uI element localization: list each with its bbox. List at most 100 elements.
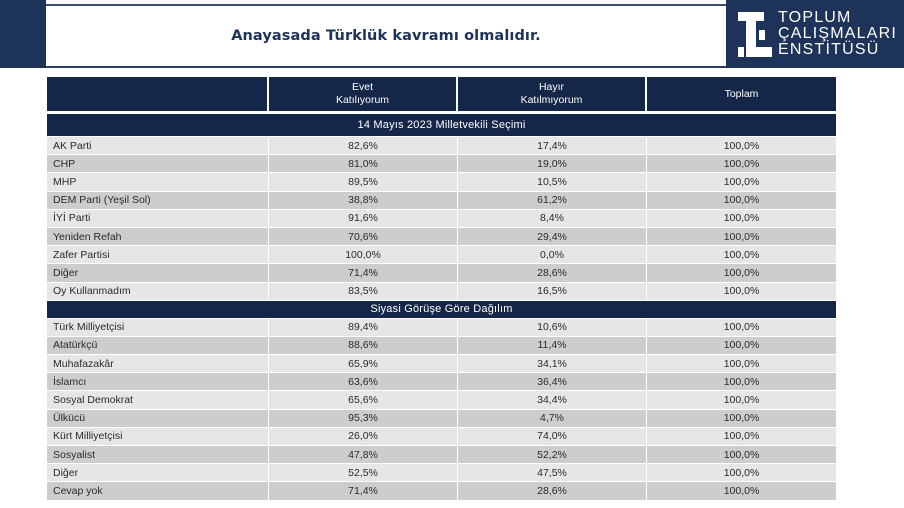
section-title: Siyasi Görüşe Göre Dağılım [47,299,836,318]
toplam-value: 100,0% [647,445,836,464]
title-banner: Anayasada Türklük kavramı olmalıdır. [46,4,726,68]
evet-value: 88,6% [269,335,458,355]
column-header-evet-line2: Katılıyorum [335,94,390,106]
hayir-value: 8,4% [458,208,647,227]
logo-line-2: ÇALIŞMALARI [778,25,898,42]
evet-value: 63,6% [269,372,458,391]
row-label: Muhafazakâr [47,354,269,373]
evet-value: 91,6% [269,208,458,227]
table-row: DEM Parti (Yeşil Sol) 38,8% 61,2% 100,0% [47,190,836,209]
table-row: Yeniden Refah 70,6% 29,4% 100,0% [47,226,836,246]
row-label: AK Parti [47,136,269,155]
toplam-value: 100,0% [647,172,836,191]
toplam-value: 100,0% [647,354,836,373]
column-header-toplam-line1: Toplam [724,87,759,100]
column-header-evet-line1: Evet [351,81,373,93]
logo-line-1: TOPLUM [778,9,852,26]
hayir-value: 34,4% [458,390,647,409]
hayir-value: 36,4% [458,372,647,391]
table-row: Muhafazakâr 65,9% 34,1% 100,0% [47,354,836,373]
hayir-value: 17,4% [458,136,647,155]
toplam-value: 100,0% [647,190,836,209]
hayir-value: 0,0% [458,245,647,264]
toplam-value: 100,0% [647,335,836,355]
row-label: CHP [47,154,269,173]
hayir-value: 47,5% [458,463,647,482]
section-title: 14 Mayıs 2023 Milletvekili Seçimi [47,111,836,136]
toplam-value: 100,0% [647,245,836,264]
toplam-value: 100,0% [647,154,836,173]
table-row: İYİ Parti 91,6% 8,4% 100,0% [47,208,836,227]
row-label: Oy Kullanmadım [47,281,269,300]
evet-value: 83,5% [269,281,458,300]
row-label: Ülkücü [47,408,269,427]
toplam-value: 100,0% [647,481,836,500]
evet-value: 71,4% [269,263,458,282]
evet-value: 70,6% [269,226,458,246]
table-row: Zafer Partisi 100,0% 0,0% 100,0% [47,245,836,264]
toplam-value: 100,0% [647,226,836,246]
row-label: Diğer [47,263,269,282]
section-header-row: 14 Mayıs 2023 Milletvekili Seçimi [47,111,836,136]
row-label: İslamcı [47,372,269,391]
table-header-row: Evet Katılıyorum Hayır Katılmıyorum Topl… [47,77,836,111]
table-row: Sosyal Demokrat 65,6% 34,4% 100,0% [47,390,836,409]
table-row: Atatürkçü 88,6% 11,4% 100,0% [47,335,836,355]
evet-value: 81,0% [269,154,458,173]
table-row: Türk Milliyetçisi 89,4% 10,6% 100,0% [47,317,836,336]
toplam-value: 100,0% [647,426,836,445]
hayir-value: 34,1% [458,354,647,373]
hayir-value: 52,2% [458,445,647,464]
evet-value: 71,4% [269,481,458,500]
evet-value: 52,5% [269,463,458,482]
evet-value: 65,6% [269,390,458,409]
evet-value: 100,0% [269,245,458,264]
row-label: Yeniden Refah [47,226,269,246]
row-label: MHP [47,172,269,191]
table-row: İslamcı 63,6% 36,4% 100,0% [47,372,836,391]
results-table: Evet Katılıyorum Hayır Katılmıyorum Topl… [47,77,836,500]
column-header-hayir: Hayır Katılmıyorum [458,77,647,111]
page-title: Anayasada Türklük kavramı olmalıdır. [231,28,541,44]
column-header-label [47,77,269,111]
row-label: Sosyalist [47,445,269,464]
toplum-calismalari-enstitusu-logo-icon [738,9,772,59]
left-accent-block [0,0,46,68]
row-label: İYİ Parti [47,208,269,227]
evet-value: 89,4% [269,317,458,336]
row-label: DEM Parti (Yeşil Sol) [47,190,269,209]
evet-value: 26,0% [269,426,458,445]
toplam-value: 100,0% [647,463,836,482]
row-label: Diğer [47,463,269,482]
evet-value: 47,8% [269,445,458,464]
hayir-value: 28,6% [458,481,647,500]
table-row: Cevap yok 71,4% 28,6% 100,0% [47,481,836,500]
toplam-value: 100,0% [647,317,836,336]
table-row: Diğer 52,5% 47,5% 100,0% [47,463,836,482]
row-label: Zafer Partisi [47,245,269,264]
logo: TOPLUM ÇALIŞMALARI ENSTİTÜSÜ [726,0,904,68]
table-row: CHP 81,0% 19,0% 100,0% [47,154,836,173]
toplam-value: 100,0% [647,136,836,155]
hayir-value: 10,6% [458,317,647,336]
table-row: Sosyalist 47,8% 52,2% 100,0% [47,445,836,464]
column-header-toplam: Toplam [647,77,836,111]
row-label: Atatürkçü [47,335,269,355]
toplam-value: 100,0% [647,281,836,300]
table-row: AK Parti 82,6% 17,4% 100,0% [47,136,836,155]
hayir-value: 19,0% [458,154,647,173]
hayir-value: 28,6% [458,263,647,282]
hayir-value: 11,4% [458,335,647,355]
evet-value: 38,8% [269,190,458,209]
table-row: Diğer 71,4% 28,6% 100,0% [47,263,836,282]
hayir-value: 10,5% [458,172,647,191]
column-header-hayir-line1: Hayır [538,81,565,93]
evet-value: 95,3% [269,408,458,427]
logo-text: TOPLUM ÇALIŞMALARI ENSTİTÜSÜ [778,10,897,58]
row-label: Sosyal Demokrat [47,390,269,409]
column-header-evet: Evet Katılıyorum [269,77,458,111]
toplam-value: 100,0% [647,263,836,282]
table-row: MHP 89,5% 10,5% 100,0% [47,172,836,191]
row-label: Cevap yok [47,481,269,500]
row-label: Türk Milliyetçisi [47,317,269,336]
